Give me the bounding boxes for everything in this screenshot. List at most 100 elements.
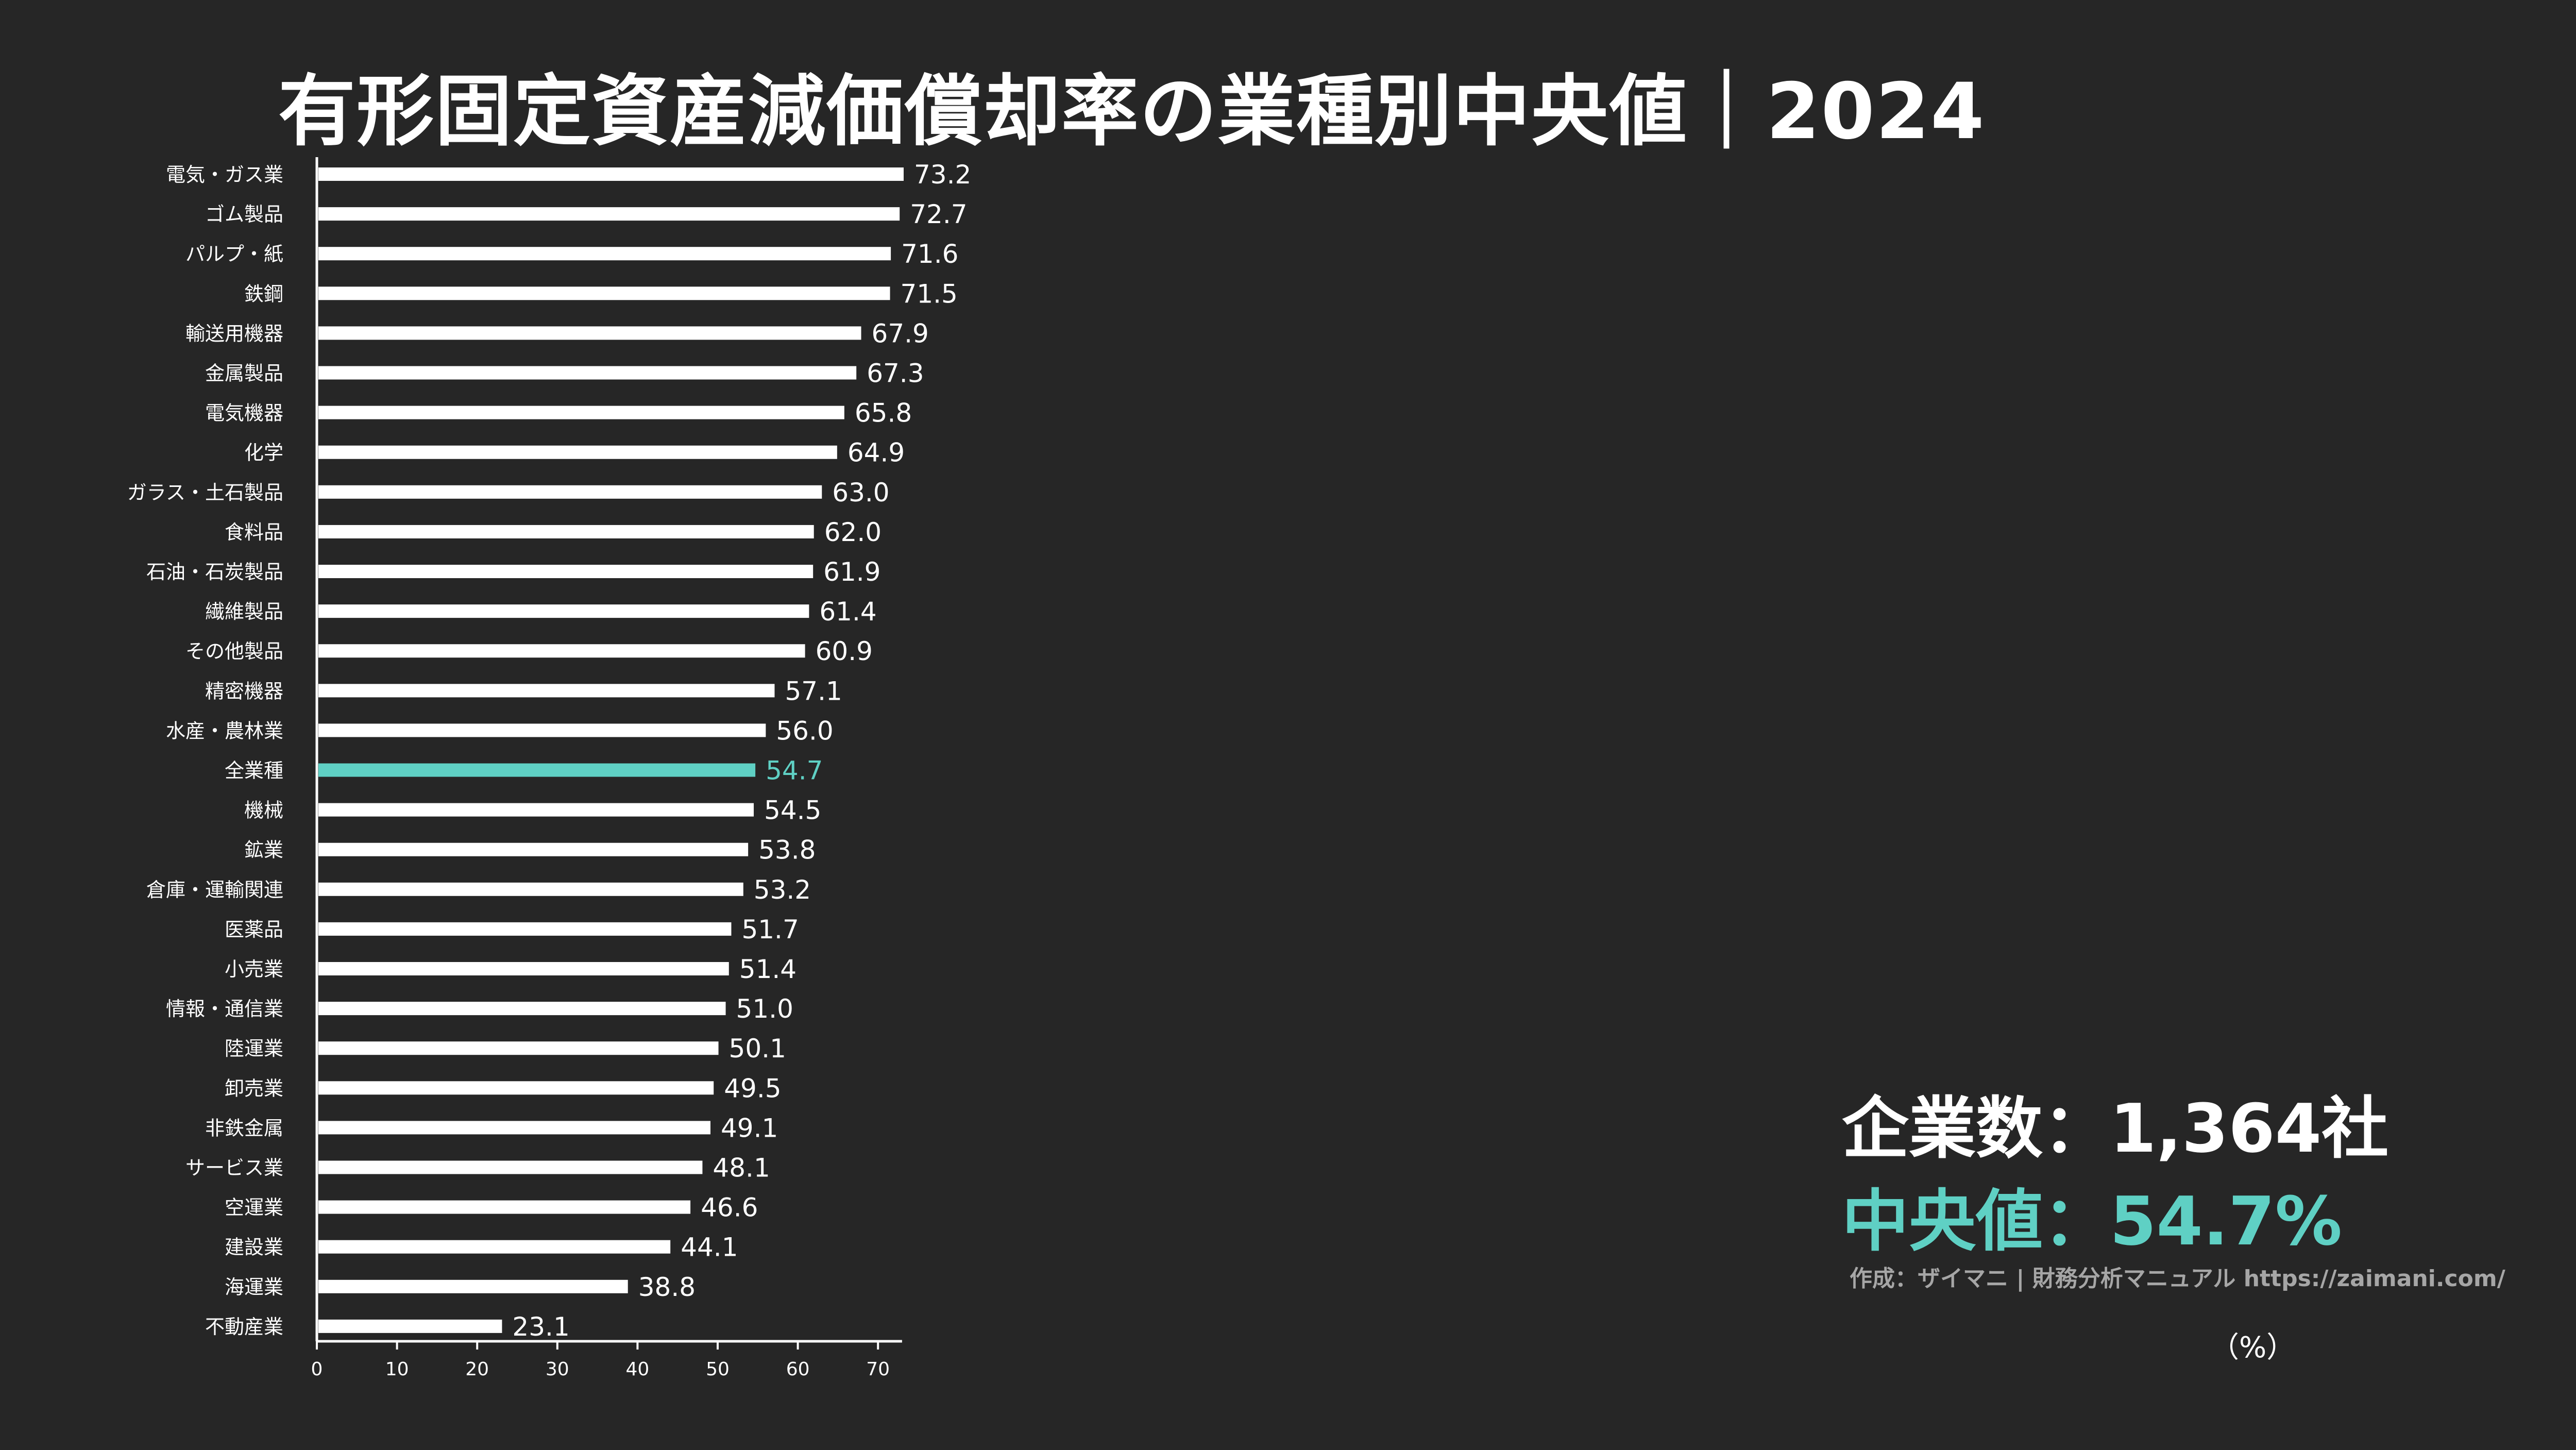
x-tick-label: 40 (625, 1359, 649, 1380)
bar (318, 326, 861, 340)
data-label: 46.6 (701, 1193, 758, 1223)
category-label: 倉庫・運輸関連 (146, 879, 283, 901)
data-label: 65.8 (855, 398, 912, 428)
bar (318, 565, 814, 578)
category-label: 陸運業 (225, 1037, 283, 1060)
data-label: 53.8 (758, 835, 816, 865)
bar (318, 445, 837, 459)
data-label: 71.6 (901, 239, 958, 269)
data-label: 54.5 (764, 796, 821, 825)
category-label: 金属製品 (205, 362, 283, 385)
category-label: 非鉄金属 (205, 1117, 283, 1139)
data-label: 44.1 (681, 1233, 738, 1262)
data-label: 51.4 (739, 954, 796, 984)
bar (318, 644, 805, 658)
bar (318, 525, 814, 538)
chart-title: 有形固定資産減価償却率の業種別中央値｜2024 (278, 67, 1986, 157)
data-label: 67.9 (872, 318, 929, 348)
bar (318, 1279, 628, 1293)
category-label: 空運業 (225, 1196, 283, 1219)
bar (318, 1121, 710, 1135)
data-label: 61.9 (823, 557, 880, 587)
data-label: 23.1 (512, 1312, 569, 1342)
x-tick-label: 10 (385, 1359, 409, 1380)
category-label: 海運業 (225, 1276, 283, 1299)
x-tick-label: 30 (546, 1359, 569, 1380)
bar (318, 684, 775, 698)
bar (318, 207, 900, 221)
bar (318, 1240, 671, 1254)
data-label: 57.1 (785, 676, 842, 706)
credit-text: 作成：ザイマニ | 財務分析マニュアル https://zaimani.com/ (1850, 1266, 2505, 1292)
category-label: サービス業 (185, 1157, 283, 1179)
x-tick-label: 20 (465, 1359, 489, 1380)
median-summary: 中央値：54.7% (1842, 1182, 2343, 1260)
data-label: 67.3 (867, 359, 924, 389)
data-label: 56.0 (776, 716, 833, 746)
bar (318, 1041, 719, 1055)
category-label: 石油・石炭製品 (146, 561, 283, 583)
category-label: 繊維製品 (205, 600, 283, 623)
category-label: パルプ・紙 (185, 243, 283, 265)
x-tick-label: 0 (311, 1359, 323, 1380)
category-label: 医薬品 (225, 918, 283, 941)
category-label: 機械 (244, 799, 283, 822)
data-label: 73.2 (914, 160, 971, 190)
x-tick-label: 70 (866, 1359, 890, 1380)
x-axis-unit-label: （%） (2210, 1331, 2296, 1364)
bar (318, 604, 809, 618)
bar-highlight (318, 763, 756, 777)
bar (318, 406, 844, 419)
axis-layer: 0 10 20 30 40 50 60 70 (311, 157, 902, 1380)
company-count: 企業数：1,364社 (1842, 1089, 2389, 1168)
data-label: 51.7 (741, 915, 799, 945)
category-label: ガラス・土石製品 (127, 481, 283, 504)
data-label: 38.8 (638, 1272, 696, 1302)
bar (318, 842, 749, 856)
data-label: 49.1 (721, 1113, 778, 1143)
data-label: 71.5 (901, 279, 958, 309)
category-label: 鉄鋼 (244, 282, 283, 305)
bar (318, 922, 732, 936)
bar (318, 1081, 714, 1095)
category-label: その他製品 (185, 640, 283, 663)
category-label: 精密機器 (205, 680, 283, 702)
bar (318, 882, 743, 896)
category-label: 小売業 (225, 958, 283, 981)
category-labels-layer: 電気・ガス業ゴム製品パルプ・紙鉄鋼輸送用機器金属製品電気機器化学ガラス・土石製品… (127, 163, 283, 1338)
category-label: 電気・ガス業 (166, 163, 283, 186)
category-label: 情報・通信業 (166, 998, 283, 1020)
data-label: 49.5 (724, 1073, 781, 1103)
bar (318, 286, 890, 300)
category-label: 卸売業 (225, 1077, 283, 1100)
bar (318, 1200, 691, 1214)
data-label: 50.1 (729, 1034, 786, 1064)
bar (318, 366, 857, 380)
data-label: 63.0 (832, 478, 889, 508)
x-tick-label: 50 (706, 1359, 730, 1380)
data-label: 51.0 (736, 994, 793, 1024)
data-label: 61.4 (819, 597, 876, 627)
bars-layer (318, 167, 904, 1333)
data-label: 64.9 (848, 438, 905, 468)
bar (318, 247, 891, 261)
bar (318, 723, 766, 737)
bar (318, 962, 729, 975)
data-label: 54.7 (766, 756, 823, 786)
data-label: 60.9 (816, 636, 873, 666)
data-label: 53.2 (754, 875, 811, 905)
category-label: ゴム製品 (205, 203, 283, 226)
x-tick-label: 60 (786, 1359, 810, 1380)
category-label: 全業種 (225, 760, 283, 782)
bar (318, 803, 754, 817)
data-label: 62.0 (824, 517, 882, 547)
category-label: 電気機器 (205, 402, 283, 425)
category-label: 化学 (244, 442, 283, 464)
bar (318, 1002, 726, 1016)
category-label: 輸送用機器 (185, 322, 283, 345)
category-label: 食料品 (225, 521, 283, 544)
category-label: 不動産業 (205, 1316, 283, 1338)
bar (318, 485, 822, 499)
data-label: 72.7 (910, 199, 967, 229)
